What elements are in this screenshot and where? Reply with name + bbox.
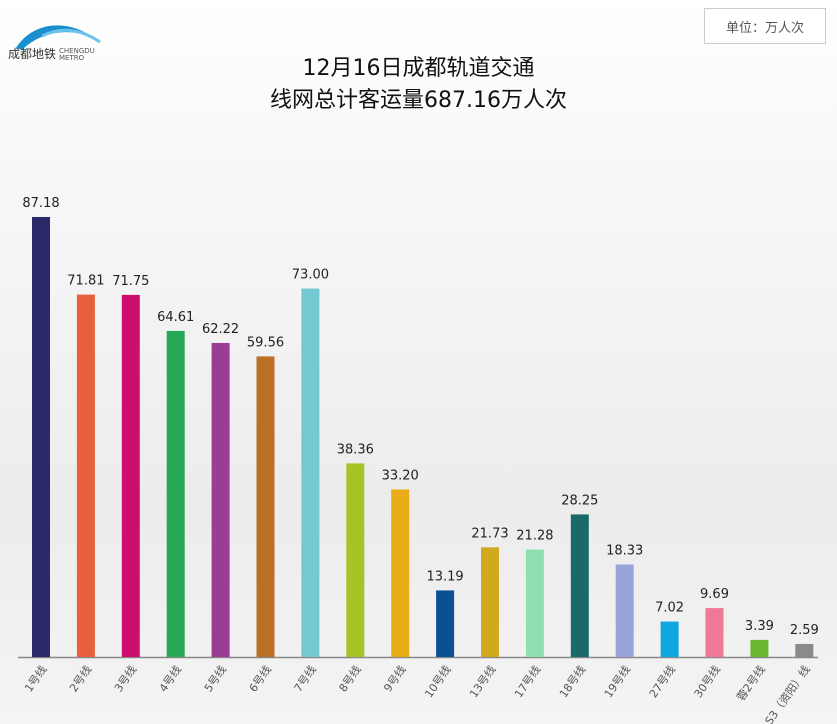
bar <box>750 639 769 657</box>
bar <box>166 330 185 657</box>
data-label: 38.36 <box>337 442 374 457</box>
bar <box>32 217 50 657</box>
data-label: 7.02 <box>655 601 684 616</box>
x-tick-label: 6号线 <box>246 663 274 695</box>
bar <box>570 514 589 657</box>
x-tick-label: 蓉2号线 <box>733 663 767 704</box>
x-tick-label: 30号线 <box>691 663 723 701</box>
unit-box: 单位：万人次 <box>704 8 826 44</box>
bar <box>76 294 95 657</box>
x-tick-label: 18号线 <box>556 663 588 701</box>
bar <box>660 621 679 657</box>
bar <box>795 643 814 657</box>
data-label: 28.25 <box>561 493 598 508</box>
bar <box>481 547 499 657</box>
data-label: 18.33 <box>606 543 643 558</box>
logo-cn: 成都地铁 <box>8 47 57 61</box>
x-tick-label: 10号线 <box>421 663 453 701</box>
x-tick-label: 4号线 <box>156 663 184 695</box>
data-label: 87.18 <box>22 196 59 211</box>
logo-text: 成都地铁 CHENGDU METRO <box>8 45 95 62</box>
x-tick-label: 13号线 <box>466 663 498 701</box>
bar <box>301 288 320 657</box>
x-tick-label: 9号线 <box>381 663 409 695</box>
data-label: 71.75 <box>112 274 149 289</box>
x-tick-label: 1号线 <box>21 663 49 695</box>
data-label: 33.20 <box>382 468 419 483</box>
data-label: 59.56 <box>247 335 284 350</box>
bar <box>525 549 544 657</box>
data-label: 9.69 <box>700 587 729 602</box>
x-tick-label: 5号线 <box>201 663 229 695</box>
data-label: 2.59 <box>790 623 819 638</box>
bar <box>211 342 230 657</box>
data-label: 3.39 <box>745 619 774 634</box>
data-label: 21.73 <box>471 526 508 541</box>
x-tick-label: 2号线 <box>66 663 94 695</box>
x-tick-label: 17号线 <box>511 663 543 701</box>
x-tick-label: 27号线 <box>646 663 678 701</box>
data-label: 13.19 <box>426 569 463 584</box>
bar <box>346 463 365 657</box>
logo-en: CHENGDU METRO <box>59 46 95 62</box>
chart-title: 12月16日成都轨道交通 <box>302 56 535 81</box>
data-label: 73.00 <box>292 268 329 283</box>
data-label: 64.61 <box>157 310 194 325</box>
bar <box>615 564 634 657</box>
x-tick-label: 3号线 <box>111 663 139 695</box>
bar <box>121 294 140 657</box>
data-label: 21.28 <box>516 529 553 544</box>
data-label: 71.81 <box>67 274 104 289</box>
x-tick-label: 8号线 <box>336 663 364 695</box>
x-tick-label: S3（资阳）线 <box>762 663 813 724</box>
x-tick-label: 7号线 <box>291 663 319 695</box>
bar <box>436 590 455 657</box>
bar <box>705 608 724 657</box>
bar <box>256 356 275 657</box>
bar <box>391 489 410 657</box>
data-label: 62.22 <box>202 322 239 337</box>
chengdu-metro-logo <box>16 25 101 50</box>
x-tick-label: 19号线 <box>601 663 633 701</box>
chart-subtitle: 线网总计客运量687.16万人次 <box>270 88 567 113</box>
